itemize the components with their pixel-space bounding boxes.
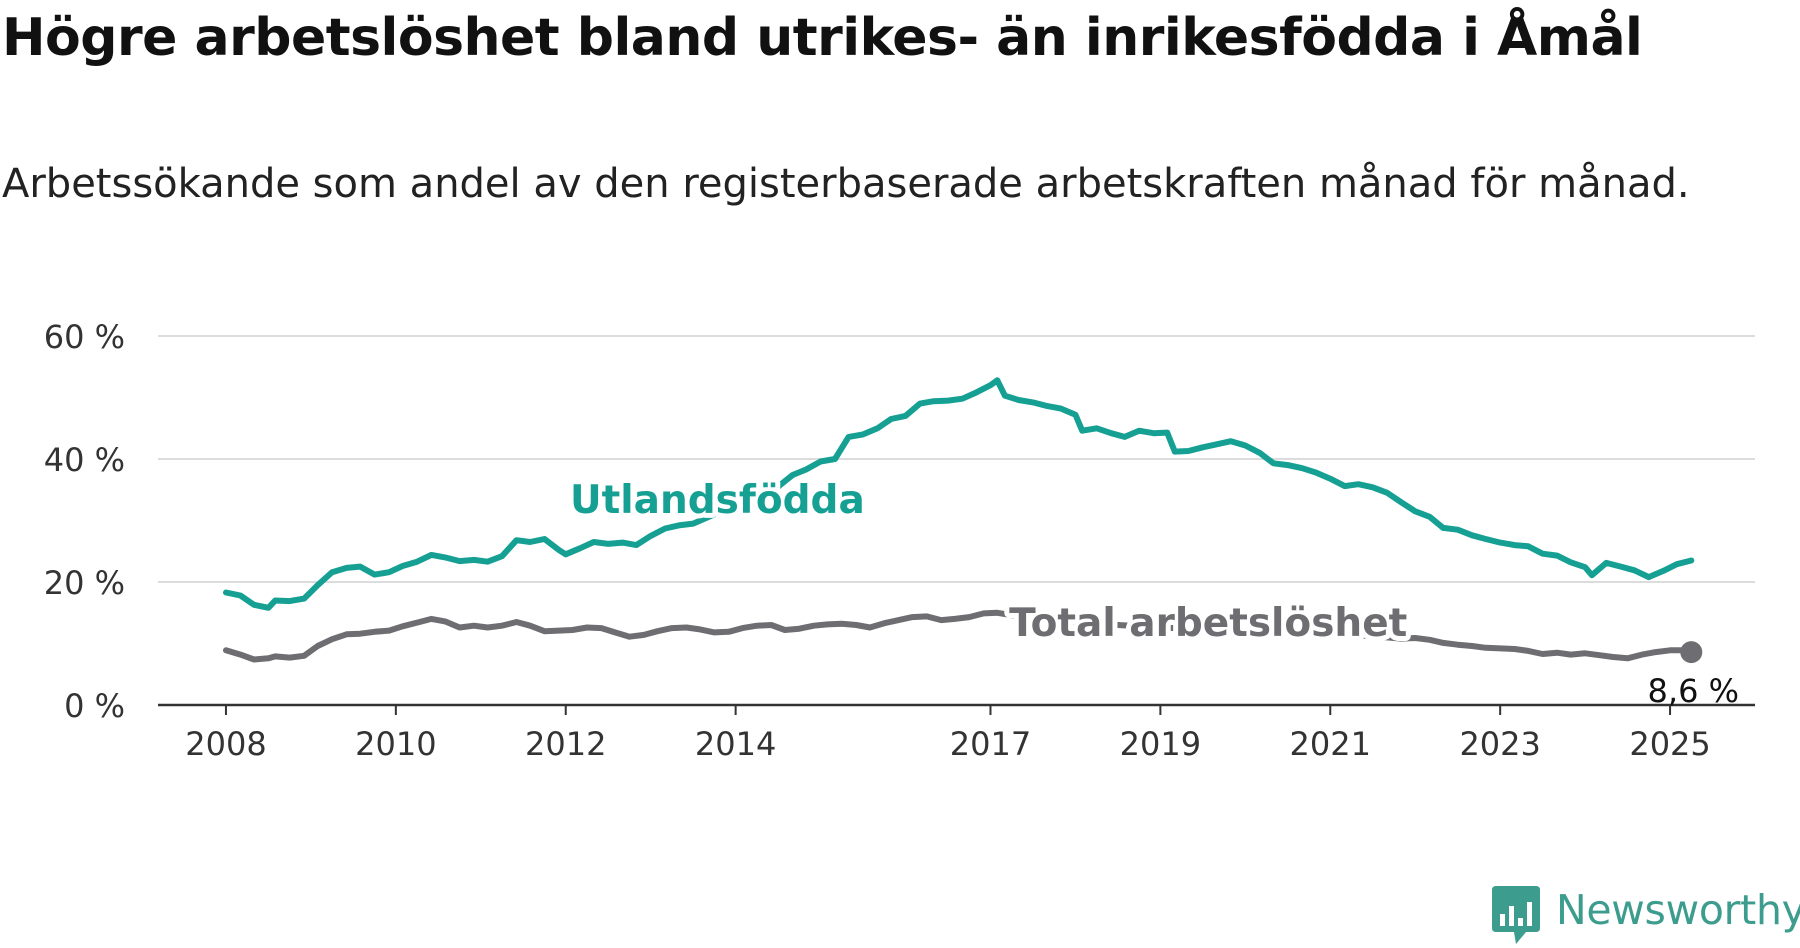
page-subtitle: Arbetssökande som andel av den registerb… — [2, 161, 1690, 207]
last-value-label: 8,6 % — [1648, 672, 1739, 710]
x-tick-label: 2010 — [355, 725, 436, 763]
x-tick-label: 2008 — [185, 725, 266, 763]
y-tick-label: 40 % — [44, 441, 125, 479]
series-layer — [223, 377, 1703, 664]
series-line-utlandsfodda — [223, 377, 1695, 611]
brand-name: Newsworthy — [1556, 886, 1800, 934]
x-tick-label: 2012 — [525, 725, 606, 763]
last-value-dot — [1680, 641, 1703, 664]
y-tick-label: 20 % — [44, 564, 125, 602]
newsworthy-logo: Newsworthy — [1488, 884, 1800, 946]
y-tick-label: 60 % — [44, 318, 125, 356]
y-tick-label: 0 % — [64, 687, 125, 725]
grid-layer — [158, 335, 1755, 583]
series-line-total — [223, 609, 1695, 663]
series-label-total: Total arbetslöshet — [1009, 601, 1407, 646]
page-title: Högre arbetslöshet bland utrikes- än inr… — [2, 8, 1643, 68]
line-chart: 0 % 20 % 40 % 60 % 2008 2010 2012 2014 2017 2019 2… — [44, 318, 1755, 763]
axis-layer: 0 % 20 % 40 % 60 % 2008 2010 2012 2014 2017 2019 2… — [44, 318, 1755, 763]
series-label-utlandsfodda: Utlandsfödda — [570, 478, 865, 523]
label-layer: Utlandsfödda Total arbetslöshet 8,6 % — [565, 473, 1739, 710]
x-tick-label: 2014 — [695, 725, 776, 763]
x-tick-label: 2025 — [1629, 725, 1710, 763]
newsworthy-logo-icon — [1492, 886, 1540, 944]
x-tick-label: 2023 — [1459, 725, 1540, 763]
x-tick-label: 2017 — [950, 725, 1031, 763]
x-tick-label: 2019 — [1120, 725, 1201, 763]
x-tick-label: 2021 — [1290, 725, 1371, 763]
